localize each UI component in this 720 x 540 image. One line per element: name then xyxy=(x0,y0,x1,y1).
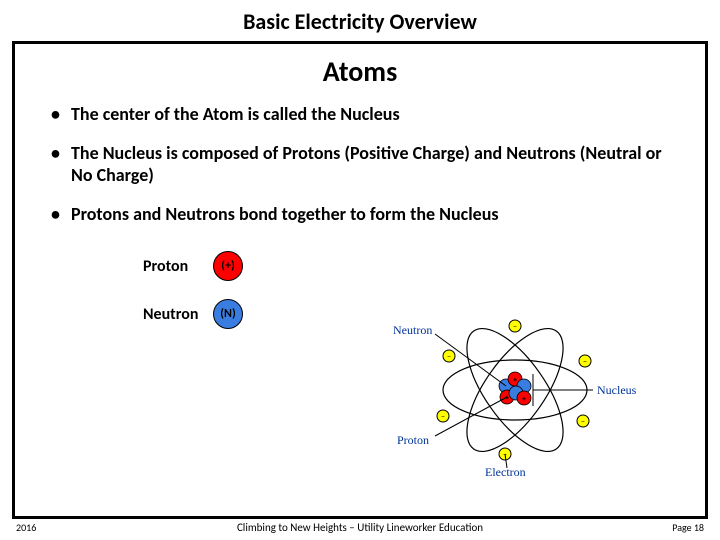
legend-label-neutron: Neutron xyxy=(143,305,213,324)
bullet-item: The Nucleus is composed of Protons (Posi… xyxy=(71,142,687,187)
section-title: Atoms xyxy=(33,54,687,89)
page-title: Basic Electricity Overview xyxy=(0,0,720,41)
footer-center: Climbing to New Heights – Utility Linewo… xyxy=(0,521,720,534)
svg-text:Electron: Electron xyxy=(485,465,526,476)
bullet-item: The center of the Atom is called the Nuc… xyxy=(71,103,687,126)
svg-text:−: − xyxy=(513,322,517,332)
bullet-list: The center of the Atom is called the Nuc… xyxy=(33,103,687,225)
proton-symbol-circle: (+) xyxy=(213,251,243,281)
neutron-symbol-circle: (N) xyxy=(213,299,243,329)
svg-text:Nucleus: Nucleus xyxy=(597,383,637,397)
content-frame: Atoms The center of the Atom is called t… xyxy=(12,41,708,519)
svg-text:Proton: Proton xyxy=(397,433,429,447)
svg-text:−: − xyxy=(447,352,451,362)
legend-label-proton: Proton xyxy=(143,257,213,276)
atom-diagram: +++−−−−−−NeutronNucleusProtonElectron xyxy=(385,306,645,476)
svg-text:−: − xyxy=(581,417,585,427)
svg-text:+: + xyxy=(513,375,517,385)
svg-text:+: + xyxy=(522,394,526,404)
svg-text:−: − xyxy=(441,412,445,422)
svg-text:Neutron: Neutron xyxy=(393,323,432,337)
bullet-item: Protons and Neutrons bond together to fo… xyxy=(71,203,687,226)
legend-row-proton: Proton (+) xyxy=(143,251,687,281)
svg-text:−: − xyxy=(583,357,587,367)
footer-page: Page 18 xyxy=(672,521,704,534)
